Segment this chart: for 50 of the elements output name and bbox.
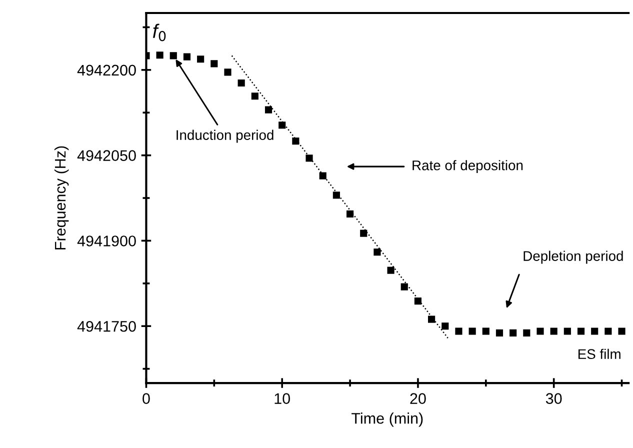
point [496, 329, 504, 336]
point [332, 192, 340, 199]
point [442, 322, 449, 330]
point [224, 68, 232, 76]
annotation: Induction period [176, 130, 274, 143]
point [400, 283, 408, 290]
point [468, 328, 476, 335]
y-tick-label: 4941900 [77, 236, 136, 246]
annotation: Depletion period [524, 250, 623, 264]
point [510, 329, 517, 336]
point [577, 328, 585, 335]
x-tick-label: 10 [274, 393, 290, 404]
point [550, 328, 558, 335]
point [604, 328, 612, 335]
point [238, 79, 245, 87]
x-tick-label: 30 [546, 393, 562, 404]
point [428, 316, 436, 323]
point [170, 52, 177, 60]
point [387, 266, 394, 274]
point [278, 122, 286, 129]
annotation: f$_{0}$ [152, 24, 166, 42]
point [482, 328, 490, 335]
point [292, 138, 300, 145]
x-tick-label: 20 [410, 393, 426, 404]
point [197, 56, 204, 63]
x-tick-label: 0 [142, 393, 150, 404]
annotation: Rate of deposition [412, 160, 523, 174]
point [523, 329, 530, 336]
point [346, 210, 354, 218]
point [360, 230, 368, 237]
point [306, 154, 313, 162]
y-tick-label: 4941750 [77, 320, 136, 332]
point [264, 106, 272, 114]
point [591, 328, 598, 335]
point [156, 52, 164, 59]
point [618, 328, 626, 335]
point [210, 60, 218, 68]
y-tick-label: 4942200 [77, 64, 136, 76]
x-axis-title: Time (min) [352, 412, 423, 427]
point [374, 248, 381, 256]
point [414, 298, 422, 305]
point [564, 328, 571, 335]
point [183, 53, 191, 60]
point [319, 172, 326, 180]
point [536, 328, 544, 335]
point [251, 92, 258, 100]
y-axis-title: Frequency (Hz) [54, 146, 69, 250]
annotation: ES film [578, 348, 620, 360]
point [455, 328, 462, 335]
y-tick-label: 4942050 [77, 150, 136, 162]
